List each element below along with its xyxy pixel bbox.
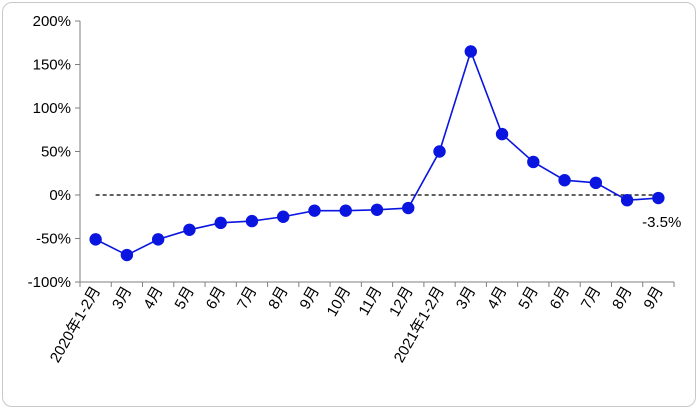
x-tick-label: 4月 (484, 283, 510, 312)
data-point (339, 204, 352, 217)
data-point (495, 127, 509, 141)
data-point (308, 204, 321, 217)
y-tick-label: 200% (33, 13, 71, 30)
x-tick-label: 7月 (578, 284, 604, 313)
chart-frame (2, 2, 696, 407)
data-point (558, 174, 571, 187)
data-point (120, 248, 134, 262)
data-label: -3.5% (642, 214, 681, 231)
x-tick-label: 5月 (171, 284, 197, 313)
data-point (433, 145, 446, 158)
y-tick-label: 50% (41, 144, 71, 161)
y-tick-label: -100% (28, 274, 71, 291)
data-point (89, 233, 102, 246)
x-tick-label: 3月 (109, 284, 135, 313)
x-tick-label: 6月 (203, 284, 229, 313)
data-point (183, 223, 196, 236)
y-tick-label: 100% (33, 100, 71, 117)
y-tick-label: -50% (36, 231, 71, 248)
x-tick-label: 3月 (453, 284, 479, 313)
data-point (527, 155, 540, 169)
x-tick-label: 10月 (324, 284, 355, 320)
x-tick-label: 11月 (355, 284, 385, 319)
data-point (464, 45, 477, 58)
series-line (95, 48, 659, 256)
data-point (402, 201, 415, 215)
x-tick-label: 7月 (234, 284, 260, 313)
x-tick-label: 4月 (140, 284, 166, 313)
x-tick-label: 6月 (547, 284, 573, 313)
data-point (589, 176, 603, 190)
y-tick-label: 0% (49, 187, 71, 204)
data-point (151, 233, 165, 246)
x-tick-label: 2020年1-2月 (47, 284, 104, 366)
x-tick-label: 12月 (386, 284, 417, 320)
data-point (652, 191, 665, 205)
data-point (214, 216, 227, 230)
data-point (370, 203, 384, 216)
data-point (277, 210, 290, 223)
x-tick-label: 8月 (609, 284, 635, 313)
y-tick-label: 150% (33, 57, 71, 74)
x-tick-label: 9月 (640, 284, 666, 313)
x-tick-label: 9月 (297, 284, 323, 313)
x-tick-label: 5月 (515, 284, 541, 313)
data-point (245, 214, 259, 228)
data-point (620, 194, 634, 207)
x-tick-label: 8月 (265, 284, 291, 313)
